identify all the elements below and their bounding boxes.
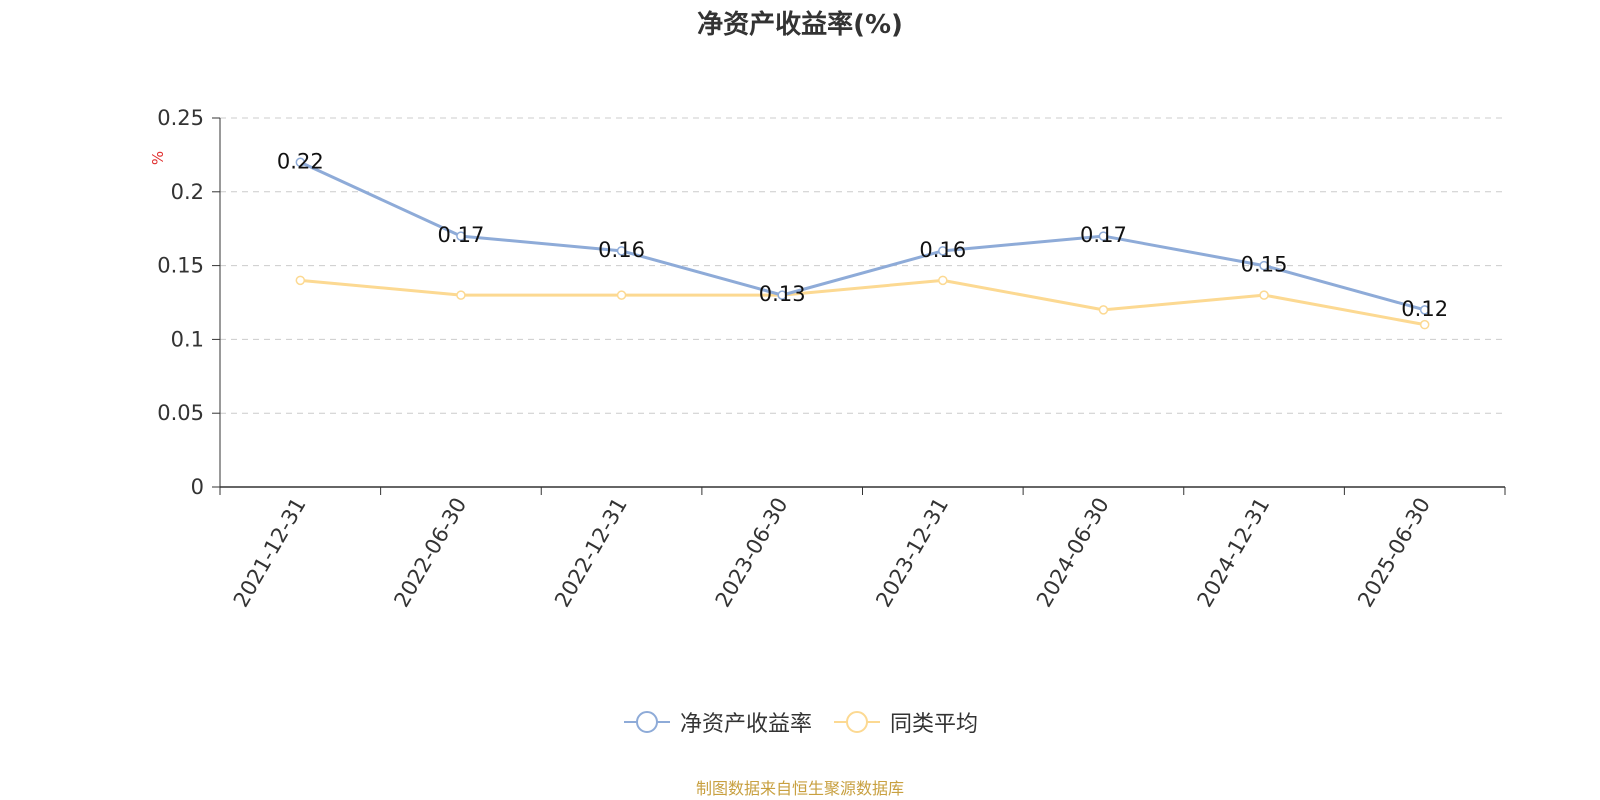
x-tick-label: 2025-06-30 [1353, 494, 1435, 612]
data-label: 0.17 [1080, 223, 1127, 247]
legend-marker-roe [623, 711, 670, 733]
x-tick-label: 2024-06-30 [1032, 494, 1114, 612]
data-point [616, 246, 627, 256]
data-point [1419, 305, 1430, 315]
data-label: 0.16 [919, 238, 966, 262]
data-label: 0.16 [598, 238, 645, 262]
chart-legend: 净资产收益率 同类平均 [0, 706, 1600, 738]
source-note: 制图数据来自恒生聚源数据库 [695, 779, 904, 798]
data-point [1259, 260, 1269, 271]
legend-item-roe[interactable]: 净资产收益率 [622, 706, 812, 738]
x-tick-label: 2022-12-31 [550, 494, 632, 612]
series-line-1 [300, 278, 1425, 327]
legend-marker-peer-average [834, 711, 880, 733]
data-label: 0.13 [759, 282, 806, 306]
data-point [456, 231, 466, 241]
data-label: 0.22 [277, 149, 324, 173]
x-tick-label: 2024-12-31 [1193, 494, 1275, 612]
legend-label-peer-average: 同类平均 [890, 712, 979, 737]
series-line-0 [299, 160, 1426, 312]
x-tick-label: 2021-12-31 [229, 494, 311, 612]
data-point [938, 275, 948, 286]
chart-title: 净资产收益率(%) [697, 10, 903, 40]
legend-item-peer-average[interactable]: 同类平均 [832, 706, 978, 738]
data-label: 0.17 [438, 223, 485, 247]
y-tick-label: 0.1 [171, 327, 204, 351]
x-tick-label: 2023-06-30 [711, 494, 793, 612]
legend-label-roe: 净资产收益率 [679, 712, 812, 737]
data-point [295, 157, 306, 168]
y-axis-label: % [149, 151, 167, 165]
data-point [1259, 290, 1269, 300]
data-point [295, 275, 306, 286]
y-tick-label: 0 [191, 475, 204, 499]
data-point [938, 246, 948, 256]
data-label: 0.15 [1241, 253, 1288, 277]
x-tick-label: 2023-12-31 [871, 494, 953, 612]
y-tick-label: 0.05 [157, 401, 204, 425]
data-point [456, 290, 466, 300]
x-tick-label: 2022-06-30 [389, 494, 471, 612]
data-label: 0.12 [1401, 297, 1448, 321]
data-point [1098, 231, 1109, 241]
y-tick-label: 0.2 [171, 180, 204, 204]
data-point [1419, 319, 1430, 330]
y-tick-label: 0.25 [157, 106, 204, 130]
data-point [777, 290, 787, 300]
data-point [616, 290, 627, 300]
data-point [1098, 305, 1109, 315]
y-tick-label: 0.15 [157, 254, 204, 278]
